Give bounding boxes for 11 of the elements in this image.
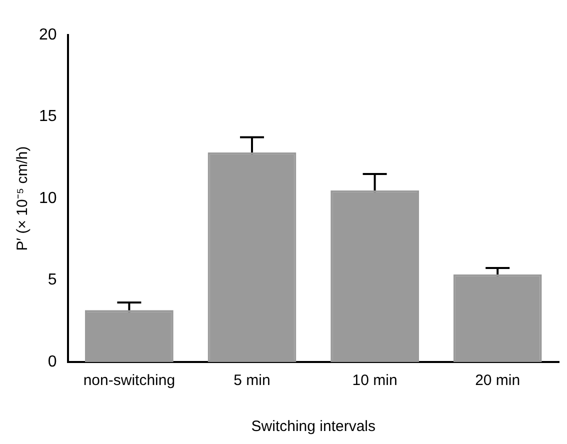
x-axis-title: Switching intervals xyxy=(251,418,376,436)
x-tick-label: 20 min xyxy=(475,372,520,390)
x-tick-label: non-switching xyxy=(83,372,176,390)
x-tick-label: 5 min xyxy=(234,372,270,390)
y-tick-label: 5 xyxy=(48,272,57,289)
x-tick-label: 10 min xyxy=(352,372,398,390)
y-tick-label: 15 xyxy=(39,108,57,126)
y-axis-title: P′ (× 10⁻⁵ cm/h) xyxy=(14,146,32,251)
y-tick-label: 0 xyxy=(48,353,57,370)
y-tick-label: 10 xyxy=(39,190,57,207)
y-tick-label: 20 xyxy=(39,26,57,44)
